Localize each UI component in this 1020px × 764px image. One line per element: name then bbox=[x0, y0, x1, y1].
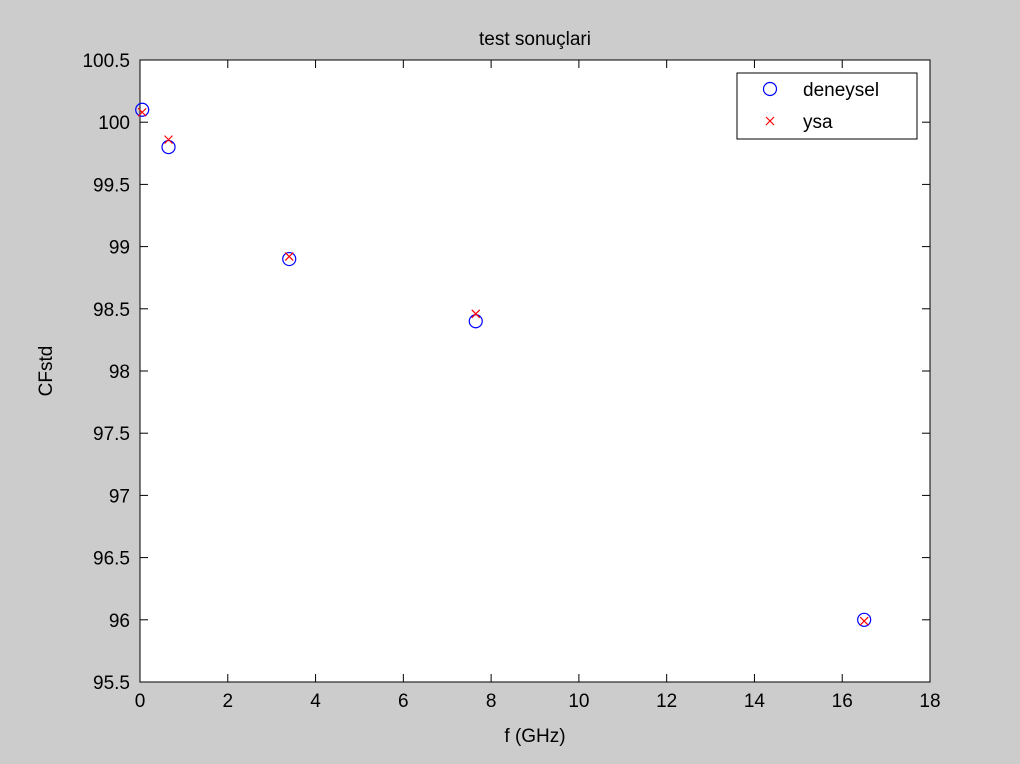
y-tick-label: 96.5 bbox=[93, 549, 130, 570]
legend-label-ysa: ysa bbox=[803, 112, 833, 133]
y-tick-label: 99.5 bbox=[93, 175, 130, 196]
legend-box bbox=[736, 72, 918, 140]
x-tick-label: 6 bbox=[398, 691, 409, 712]
x-axis: 0 2 4 6 8 10 12 14 16 18 bbox=[135, 60, 941, 712]
y-axis-label: CFstd bbox=[36, 346, 57, 397]
point-deneysel bbox=[468, 314, 483, 329]
point-ysa bbox=[137, 107, 147, 117]
x-tick-label: 12 bbox=[656, 691, 677, 712]
axes-background bbox=[139, 59, 931, 683]
y-tick-label: 100.5 bbox=[82, 51, 130, 72]
x-tick-label: 10 bbox=[568, 691, 589, 712]
plot-area bbox=[139, 59, 931, 683]
point-ysa bbox=[471, 309, 481, 319]
legend-label-deneysel: deneysel bbox=[803, 80, 879, 101]
y-tick-label: 97 bbox=[109, 486, 130, 507]
y-tick-label: 97.5 bbox=[93, 424, 130, 445]
x-tick-label: 0 bbox=[135, 691, 146, 712]
legend-marker-ysa bbox=[765, 116, 775, 126]
y-tick-label: 98.5 bbox=[93, 300, 130, 321]
point-deneysel bbox=[161, 139, 176, 155]
y-tick-label: 98 bbox=[109, 362, 130, 383]
point-deneysel bbox=[857, 612, 872, 627]
x-tick-label: 4 bbox=[310, 691, 321, 712]
y-tick-label: 99 bbox=[109, 238, 130, 259]
x-tick-label: 14 bbox=[744, 691, 766, 712]
point-ysa bbox=[164, 135, 173, 145]
point-deneysel bbox=[135, 102, 150, 117]
y-tick-label: 95.5 bbox=[93, 673, 130, 694]
point-deneysel bbox=[282, 251, 297, 267]
y-axis: 95.5 96 96.5 97 97.5 98 98.5 99 99.5 100 100.5 bbox=[82, 51, 930, 694]
x-tick-label: 18 bbox=[919, 691, 940, 712]
legend: deneysel ysa bbox=[736, 72, 918, 140]
chart-title: test sonuçlari bbox=[479, 29, 591, 50]
point-ysa bbox=[859, 616, 869, 626]
x-tick-label: 8 bbox=[486, 691, 497, 712]
x-tick-label: 16 bbox=[832, 691, 853, 712]
y-tick-label: 100 bbox=[98, 113, 130, 134]
legend-marker-deneysel bbox=[762, 81, 778, 97]
data-markers bbox=[135, 102, 872, 627]
x-axis-label: f (GHz) bbox=[504, 726, 565, 747]
x-tick-label: 2 bbox=[222, 691, 233, 712]
point-ysa bbox=[284, 252, 294, 261]
y-tick-label: 96 bbox=[109, 611, 130, 632]
